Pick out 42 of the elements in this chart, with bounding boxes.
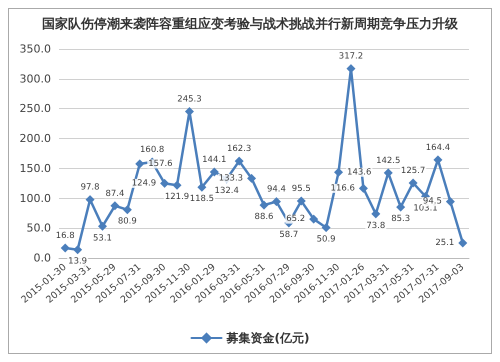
data-label: 125.7	[400, 166, 426, 176]
chart-title: 国家队伤停潮来袭阵容重组应变考验与战术挑战并行新周期竞争压力升级	[42, 16, 459, 32]
data-label: 50.9	[316, 234, 336, 245]
legend-label: 募集资金(亿元)	[226, 331, 310, 345]
y-tick-label: 250.0	[20, 102, 51, 116]
data-label: 53.1	[93, 233, 112, 244]
y-tick-label: 300.0	[20, 72, 51, 86]
data-label: 118.5	[190, 194, 214, 204]
data-label: 13.9	[68, 256, 88, 267]
data-label: 317.2	[338, 52, 364, 62]
data-label: 94.4	[266, 184, 286, 195]
data-label: 58.7	[279, 230, 298, 240]
data-label: 144.1	[202, 154, 226, 165]
data-label: 94.5	[422, 196, 442, 207]
y-tick-label: 200.0	[20, 132, 51, 146]
data-label: 25.1	[435, 238, 454, 248]
data-label: 85.3	[391, 214, 410, 224]
data-label: 164.4	[426, 142, 450, 153]
data-label: 88.6	[254, 212, 274, 222]
y-tick-label: 50.0	[26, 222, 51, 235]
data-label: 116.6	[330, 183, 355, 194]
data-label: 157.6	[148, 158, 173, 169]
y-tick-label: 150.0	[20, 162, 51, 175]
data-label: 245.3	[177, 94, 202, 105]
data-label: 132.4	[214, 186, 239, 196]
data-label: 124.9	[132, 178, 156, 188]
data-label: 142.5	[376, 156, 400, 166]
data-label: 95.5	[292, 184, 311, 194]
data-label: 143.6	[347, 167, 372, 178]
data-label: 160.8	[140, 144, 164, 155]
y-tick-label: 100.0	[20, 192, 51, 205]
data-label: 87.4	[105, 188, 124, 199]
y-tick-label: 0.0	[34, 252, 51, 264]
data-label: 121.9	[164, 192, 190, 202]
data-label: 65.2	[286, 214, 306, 224]
data-label: 133.3	[218, 173, 244, 184]
data-label: 80.9	[118, 216, 137, 227]
y-tick-label: 350.0	[20, 42, 51, 56]
data-label: 162.3	[226, 144, 252, 154]
data-label: 16.8	[56, 230, 75, 241]
data-label: 73.8	[366, 220, 386, 231]
data-label: 97.8	[80, 182, 100, 193]
